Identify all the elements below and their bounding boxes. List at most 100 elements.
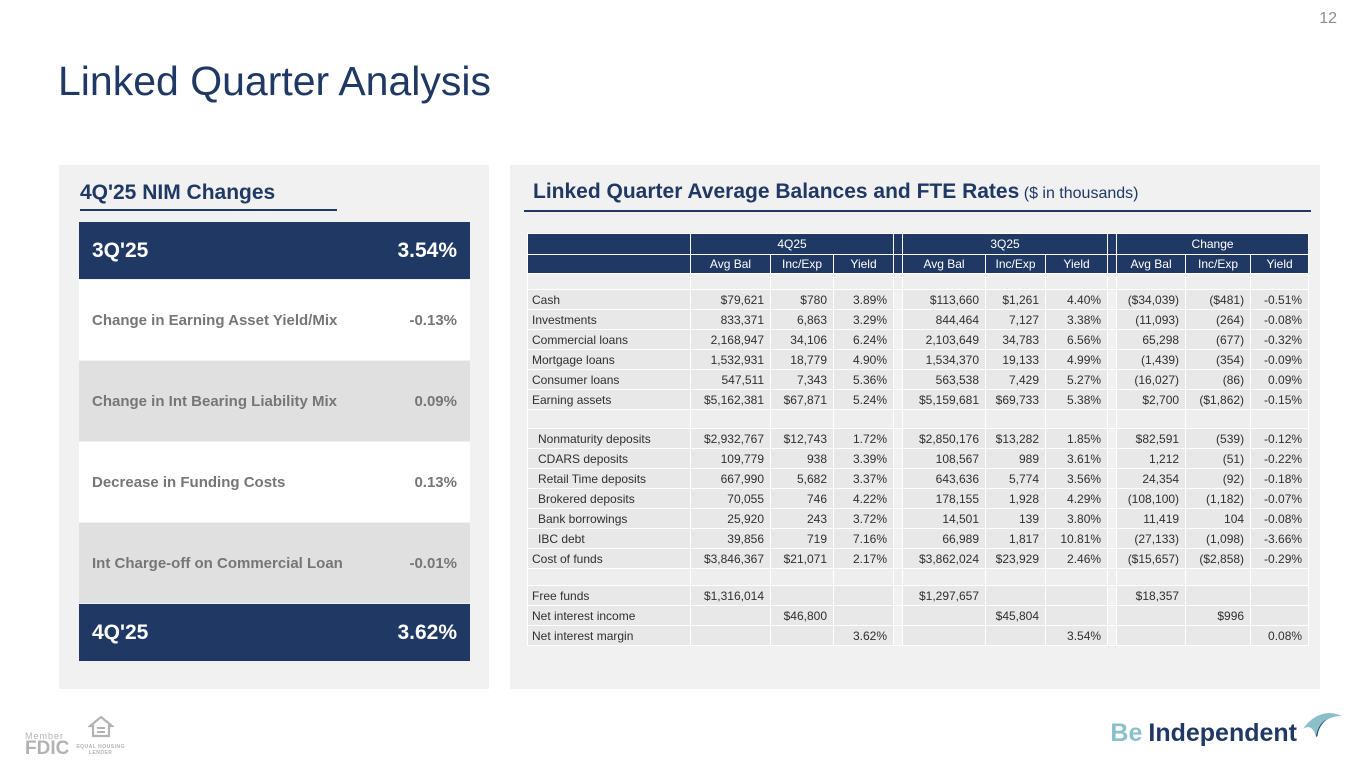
group-header-4q25: 4Q25 — [689, 233, 895, 255]
corner-cell — [527, 254, 691, 274]
nim-row-label: Decrease in Funding Costs — [92, 473, 286, 491]
value-cell: 3.38% — [1045, 309, 1109, 330]
row-label: Bank borrowings — [527, 508, 691, 529]
value-cell: 4.22% — [832, 488, 895, 509]
subheader-avg-bal: Avg Bal — [1116, 254, 1187, 274]
balances-table: 4Q25 3Q25 Change Avg Bal Inc/Exp Yield A… — [527, 233, 1310, 646]
blank-cell — [527, 568, 691, 586]
value-cell: 6.24% — [832, 329, 895, 350]
blank-cell — [690, 568, 771, 586]
value-cell: $23,929 — [985, 548, 1047, 569]
blank-cell — [1185, 273, 1252, 290]
value-cell: -0.18% — [1250, 468, 1310, 489]
value-cell: $3,846,367 — [690, 548, 771, 569]
value-cell: 5,682 — [770, 468, 834, 489]
nim-panel-title: 4Q'25 NIM Changes — [80, 181, 338, 211]
value-cell: 3.72% — [832, 508, 895, 529]
nim-row-value: 3.54% — [397, 238, 457, 262]
table-row: Investments 833,371 6,863 3.29% 844,464 7,127… — [527, 309, 1310, 330]
subheader-yield: Yield — [832, 254, 895, 274]
spacer-cell — [893, 448, 904, 469]
value-cell: 1,928 — [985, 488, 1047, 509]
value-cell: $67,871 — [770, 389, 834, 410]
nim-row-label: 3Q'25 — [92, 238, 149, 262]
spacer-cell — [1107, 369, 1118, 390]
value-cell: 5,774 — [985, 468, 1047, 489]
value-cell: (1,182) — [1185, 488, 1252, 509]
table-row: Mortgage loans 1,532,931 18,779 4.90% 1,534,… — [527, 349, 1310, 370]
value-cell: -0.51% — [1250, 289, 1310, 310]
spacer-cell — [1107, 428, 1118, 449]
value-cell: 0.08% — [1250, 625, 1310, 646]
value-cell: 34,783 — [985, 329, 1047, 350]
value-cell: 14,501 — [902, 508, 987, 529]
value-cell: $13,282 — [985, 428, 1047, 449]
value-cell: 0.09% — [1250, 369, 1310, 390]
blank-cell — [902, 409, 987, 429]
nim-rows: 3Q'25 3.54% Change in Earning Asset Yiel… — [79, 222, 470, 662]
subheader-inc-exp: Inc/Exp — [1185, 254, 1252, 274]
equal-housing-line1: EQUAL HOUSING — [76, 744, 125, 750]
blank-cell — [893, 409, 904, 429]
value-cell: ($481) — [1185, 289, 1252, 310]
value-cell — [902, 605, 987, 626]
blank-cell — [1250, 409, 1310, 429]
equal-housing-line2: LENDER — [88, 750, 113, 756]
table-row: Net interest margin 3.62% 3.54% 0.08% — [527, 625, 1310, 646]
value-cell: 1.72% — [832, 428, 895, 449]
value-cell: 3.80% — [1045, 508, 1109, 529]
value-cell: 25,920 — [690, 508, 771, 529]
value-cell — [1045, 585, 1109, 606]
value-cell: 5.38% — [1045, 389, 1109, 410]
spacer-cell — [893, 349, 904, 370]
blank-cell — [527, 273, 691, 290]
value-cell: ($15,657) — [1116, 548, 1187, 569]
spacer-cell — [1107, 448, 1118, 469]
spacer-cell — [1107, 605, 1118, 626]
spacer-cell — [893, 468, 904, 489]
table-blank-row — [527, 273, 1310, 290]
blank-cell — [770, 273, 834, 290]
value-cell — [1185, 625, 1252, 646]
value-cell: $1,316,014 — [690, 585, 771, 606]
table-row: Nonmaturity deposits $2,932,767 $12,743 1.7… — [527, 428, 1310, 449]
value-cell: (27,133) — [1116, 528, 1187, 549]
table-row: Retail Time deposits 667,990 5,682 3.37% 643… — [527, 468, 1310, 489]
nim-row-label: Change in Earning Asset Yield/Mix — [92, 311, 338, 329]
equal-housing-lender-logo: EQUAL HOUSING LENDER — [76, 715, 125, 756]
value-cell: 243 — [770, 508, 834, 529]
brand-be-text: Be — [1110, 719, 1143, 747]
value-cell: 3.39% — [832, 448, 895, 469]
table-row: Earning assets $5,162,381 $67,871 5.24% $5,1… — [527, 389, 1310, 410]
value-cell — [1185, 585, 1252, 606]
blank-cell — [985, 409, 1047, 429]
value-cell: 65,298 — [1116, 329, 1187, 350]
blank-cell — [770, 568, 834, 586]
blank-cell — [1185, 568, 1252, 586]
title-rule — [524, 210, 1311, 212]
house-icon — [86, 715, 115, 744]
spacer-cell — [893, 389, 904, 410]
value-cell: 4.90% — [832, 349, 895, 370]
spacer-cell — [893, 428, 904, 449]
spacer-cell — [893, 369, 904, 390]
blank-cell — [1107, 568, 1118, 586]
nim-row-value: 0.09% — [414, 392, 457, 410]
table-row: Cost of funds $3,846,367 $21,071 2.17% $3,86… — [527, 548, 1310, 569]
corner-cell — [527, 233, 691, 255]
value-cell: $3,862,024 — [902, 548, 987, 569]
value-cell: 139 — [985, 508, 1047, 529]
value-cell: 19,133 — [985, 349, 1047, 370]
value-cell: 667,990 — [690, 468, 771, 489]
spacer-header-cell — [1107, 254, 1118, 274]
row-label: Commercial loans — [527, 329, 691, 350]
value-cell: 2,168,947 — [690, 329, 771, 350]
value-cell — [1250, 585, 1310, 606]
value-cell: 719 — [770, 528, 834, 549]
value-cell: $5,162,381 — [690, 389, 771, 410]
spacer-cell — [1107, 389, 1118, 410]
value-cell: 10.81% — [1045, 528, 1109, 549]
value-cell: 5.24% — [832, 389, 895, 410]
spacer-cell — [1107, 329, 1118, 350]
row-label: Free funds — [527, 585, 691, 606]
